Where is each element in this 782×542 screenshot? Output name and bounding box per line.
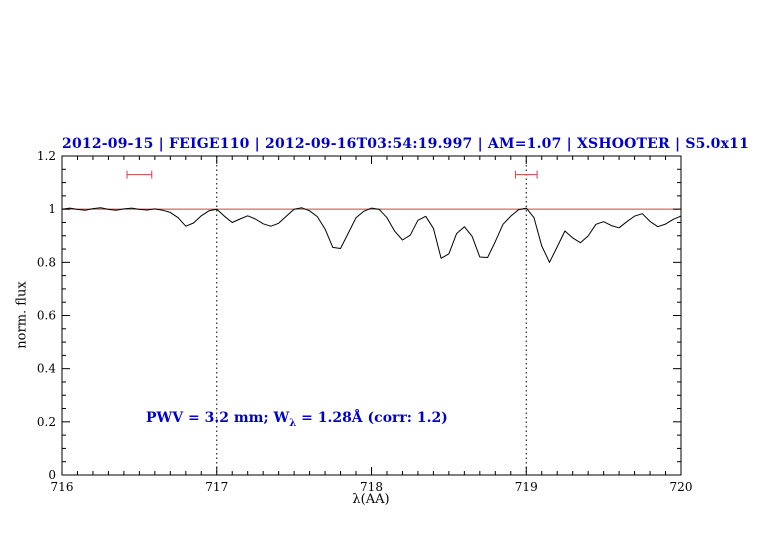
y-tick-label: 0.2 — [37, 415, 56, 429]
y-tick-label: 1 — [48, 202, 56, 216]
chart-title: 2012-09-15 | FEIGE110 | 2012-09-16T03:54… — [62, 136, 750, 152]
pwv-annotation-pre: PWV = 3.2 mm; W — [146, 410, 290, 426]
y-tick-label: 0.4 — [37, 362, 56, 376]
y-tick-label: 0.6 — [37, 309, 56, 323]
pwv-annotation: PWV = 3.2 mm; Wλ = 1.28Å (corr: 1.2) — [146, 410, 448, 429]
x-tick-label: 719 — [515, 480, 538, 494]
y-tick-label: 0 — [48, 468, 56, 482]
y-axis-label: norm. flux — [14, 281, 30, 349]
x-tick-label: 716 — [51, 480, 74, 494]
pwv-annotation-post: = 1.28Å (corr: 1.2) — [296, 410, 448, 426]
y-tick-label: 1.2 — [37, 149, 56, 163]
x-tick-label: 720 — [670, 480, 693, 494]
spectrum-line — [61, 207, 682, 263]
x-tick-label: 717 — [205, 480, 228, 494]
x-tick-label: 718 — [360, 480, 383, 494]
pwv-annotation-subscript: λ — [289, 417, 297, 429]
x-axis-label: λ(AA) — [352, 492, 390, 507]
y-tick-label: 0.8 — [37, 255, 56, 269]
